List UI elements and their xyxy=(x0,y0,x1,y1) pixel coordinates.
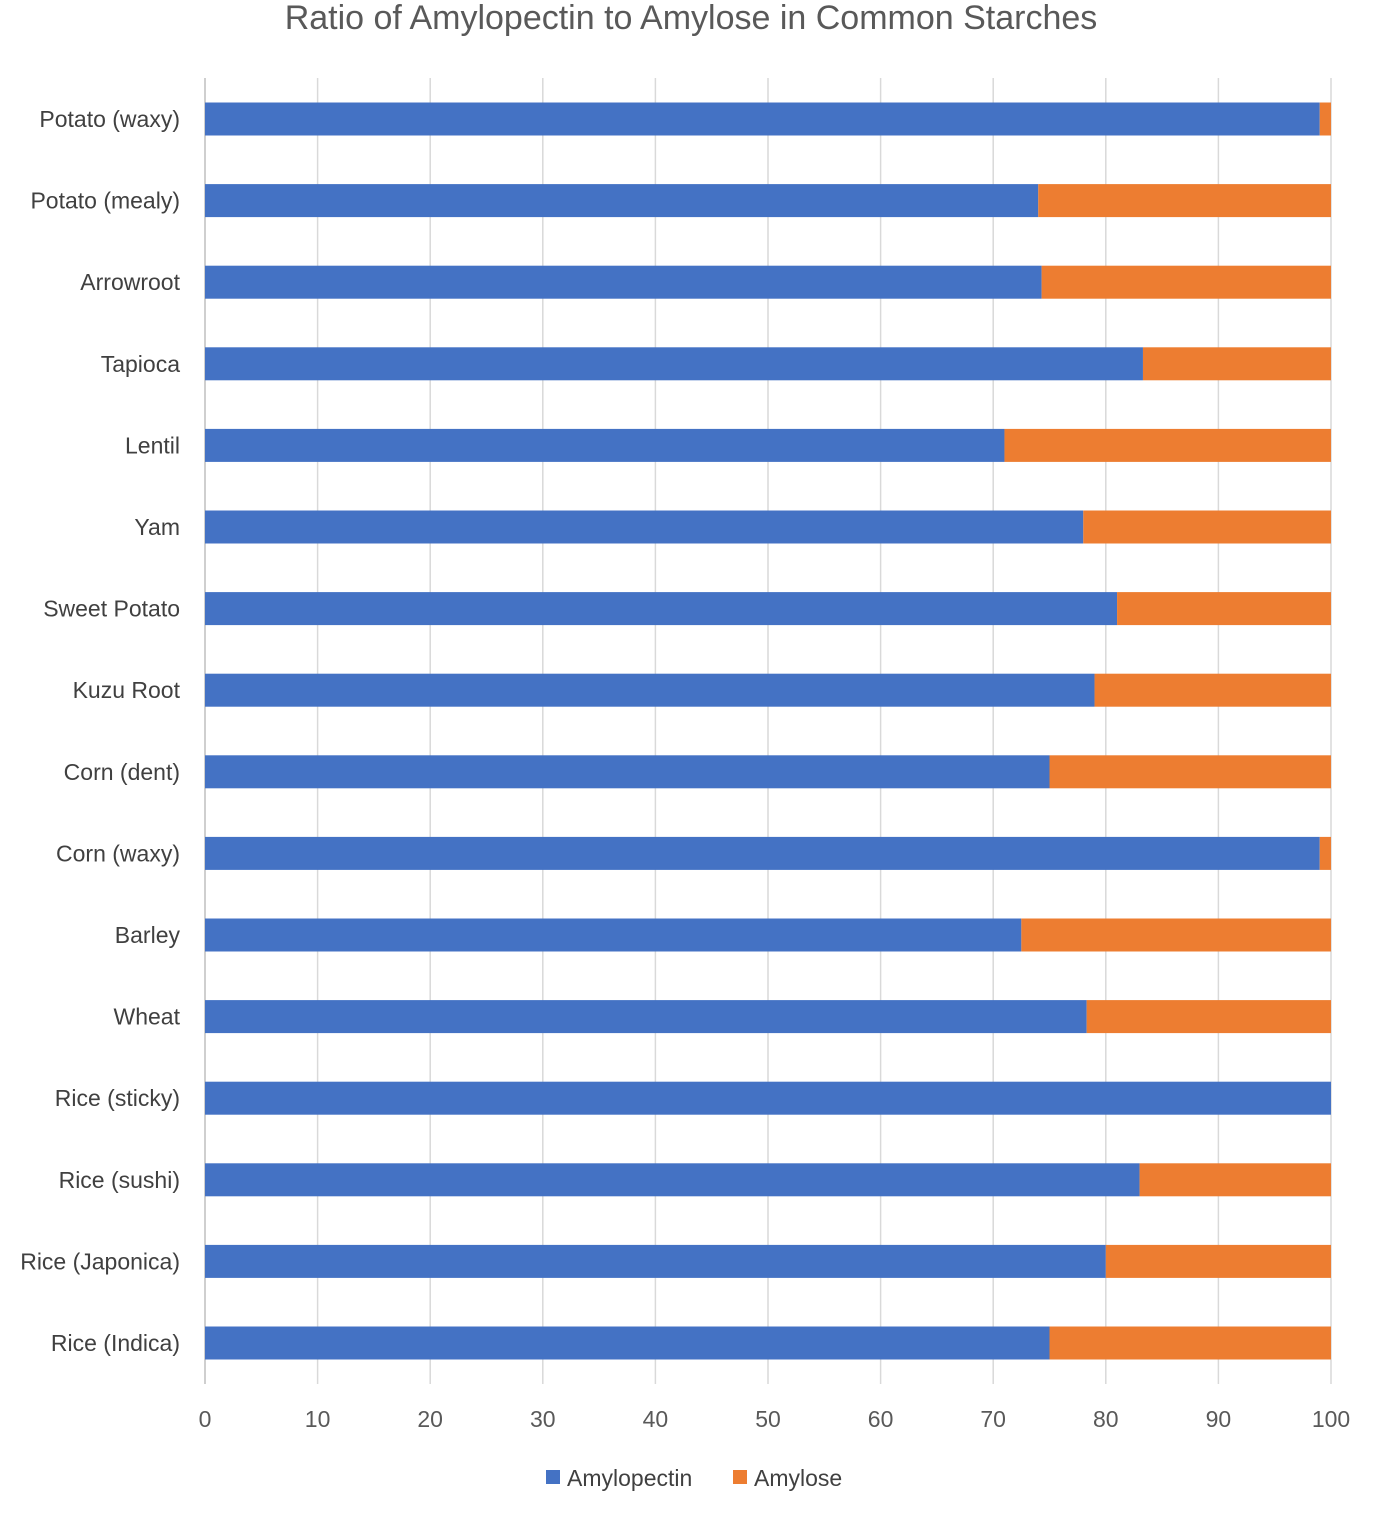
bar-amylose xyxy=(1004,428,1331,462)
x-tick-label: 90 xyxy=(1206,1406,1232,1432)
x-tick-label: 10 xyxy=(305,1406,331,1432)
bar-amylose xyxy=(1319,102,1331,136)
bar-amylopectin xyxy=(205,184,1039,218)
category-labels: Potato (waxy) Potato (mealy) Arrowroot Tapi… xyxy=(20,106,180,1356)
x-tick-label: 100 xyxy=(1312,1406,1350,1432)
category-label: Corn (waxy) xyxy=(56,840,180,866)
bar-amylopectin xyxy=(205,1081,1331,1115)
bar-amylose xyxy=(1117,592,1331,626)
bar-amylose xyxy=(1041,265,1331,299)
bar-amylopectin xyxy=(205,1163,1140,1197)
category-label: Rice (Indica) xyxy=(51,1330,180,1356)
category-label: Rice (sticky) xyxy=(55,1085,180,1111)
bar-amylose xyxy=(1142,347,1331,381)
category-label: Rice (sushi) xyxy=(59,1167,180,1193)
category-label: Arrowroot xyxy=(80,269,180,295)
bar-amylopectin xyxy=(205,428,1005,462)
bar-amylopectin xyxy=(205,755,1050,789)
category-label: Wheat xyxy=(114,1004,181,1030)
legend-label: Amylopectin xyxy=(567,1465,692,1491)
legend: Amylopectin Amylose xyxy=(546,1465,842,1491)
category-label: Rice (Japonica) xyxy=(20,1248,180,1274)
bar-amylopectin xyxy=(205,592,1118,626)
bar-amylopectin xyxy=(205,1244,1106,1278)
chart-title: Ratio of Amylopectin to Amylose in Commo… xyxy=(285,0,1098,37)
bar-amylose xyxy=(1139,1163,1331,1197)
bar-amylose xyxy=(1049,1326,1331,1360)
category-label: Lentil xyxy=(125,432,180,458)
legend-swatch xyxy=(546,1470,560,1484)
category-label: Kuzu Root xyxy=(73,677,181,703)
bars xyxy=(205,102,1331,1360)
bar-amylopectin xyxy=(205,347,1143,381)
bar-amylose xyxy=(1319,836,1331,870)
bar-amylose xyxy=(1038,184,1331,218)
category-label: Tapioca xyxy=(101,351,180,377)
x-tick-label: 40 xyxy=(643,1406,669,1432)
category-label: Potato (waxy) xyxy=(39,106,180,132)
x-tick-label: 70 xyxy=(980,1406,1006,1432)
bar-amylopectin xyxy=(205,510,1084,544)
bar-amylose xyxy=(1049,755,1331,789)
bar-amylopectin xyxy=(205,673,1095,707)
category-label: Potato (mealy) xyxy=(30,188,180,214)
category-label: Yam xyxy=(134,514,180,540)
bar-amylose xyxy=(1086,1000,1331,1034)
bar-amylopectin xyxy=(205,1326,1050,1360)
x-tick-label: 50 xyxy=(755,1406,781,1432)
bar-amylose xyxy=(1021,918,1331,952)
bar-amylopectin xyxy=(205,102,1320,136)
category-label: Corn (dent) xyxy=(64,759,180,785)
category-label: Barley xyxy=(115,922,181,948)
x-tick-label: 30 xyxy=(530,1406,556,1432)
bar-amylopectin xyxy=(205,1000,1087,1034)
bar-amylose xyxy=(1083,510,1331,544)
bar-amylopectin xyxy=(205,836,1320,870)
bar-amylose xyxy=(1105,1244,1331,1278)
x-tick-label: 80 xyxy=(1093,1406,1119,1432)
x-tick-label: 0 xyxy=(199,1406,212,1432)
x-tick-label: 20 xyxy=(417,1406,443,1432)
x-tick-label: 60 xyxy=(868,1406,894,1432)
bar-amylose xyxy=(1094,673,1331,707)
bar-amylopectin xyxy=(205,918,1022,952)
bar-amylopectin xyxy=(205,265,1042,299)
category-label: Sweet Potato xyxy=(43,596,180,622)
x-axis-ticks: 0 10 20 30 40 50 60 70 80 90 100 xyxy=(199,1406,1351,1432)
legend-swatch xyxy=(733,1470,747,1484)
legend-label: Amylose xyxy=(754,1465,842,1491)
